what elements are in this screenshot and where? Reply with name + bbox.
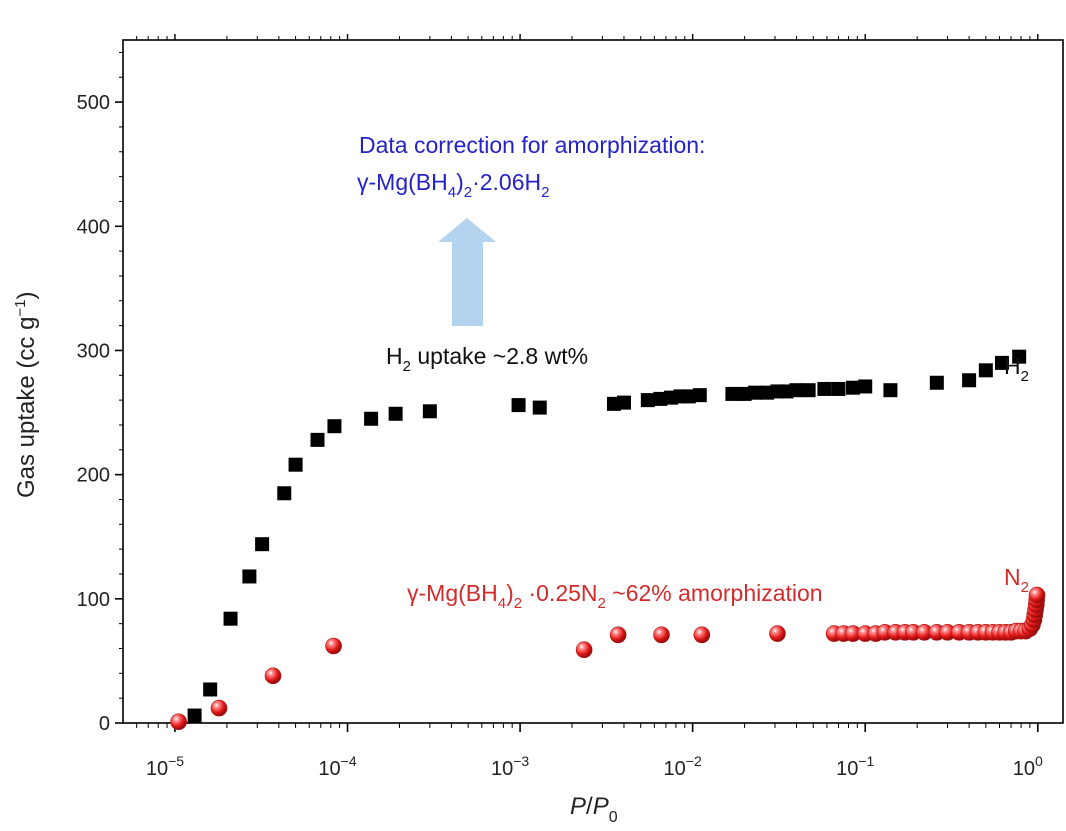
h2-data-point <box>748 385 763 400</box>
h2-data-point <box>1012 349 1027 364</box>
x-axis-title: P/P0 <box>570 793 618 826</box>
x-tick-label: 10−3 <box>491 753 529 780</box>
h2-data-point <box>532 400 547 415</box>
x-tick-label: 10−5 <box>146 753 184 780</box>
series-h2-points <box>187 349 1027 723</box>
x-tick-label: 100 <box>1013 753 1043 780</box>
h2-data-point <box>962 373 977 388</box>
n2-data-point <box>769 625 786 642</box>
h2-data-point <box>817 381 832 396</box>
h2-data-point <box>242 569 257 584</box>
x-tick-label: 10−1 <box>836 753 874 780</box>
y-tick-label: 100 <box>77 589 110 611</box>
series-label-n2: N2 <box>1004 564 1029 596</box>
h2-data-point <box>789 383 804 398</box>
h2-data-point <box>187 708 202 723</box>
h2-data-point <box>616 395 631 410</box>
y-axis-title: Gas uptake (cc g−1) <box>12 291 40 498</box>
y-tick-label: 300 <box>77 340 110 362</box>
y-tick-label: 500 <box>77 92 110 114</box>
n2-data-point <box>1028 586 1046 604</box>
x-axis-ticks <box>136 34 1039 732</box>
plot-frame <box>122 39 1064 724</box>
n2-data-point <box>653 626 670 644</box>
series-n2-points <box>170 586 1046 731</box>
h2-data-point <box>310 432 325 447</box>
h2-data-point <box>422 404 437 419</box>
series-label-h2: H2 <box>1004 353 1029 385</box>
h2-data-point <box>801 383 816 398</box>
h2-data-point <box>725 386 740 401</box>
n2-data-point <box>325 637 342 655</box>
h2-data-point <box>929 375 944 390</box>
n2-data-point <box>264 667 282 685</box>
y-axis-tick-labels: 0 100 200 300 400 500 <box>77 92 110 735</box>
n2-data-point <box>170 713 187 731</box>
h2-data-point <box>511 398 526 413</box>
h2-data-point <box>223 611 238 626</box>
n2-data-point <box>575 641 593 659</box>
h2-data-point <box>388 406 403 421</box>
y-tick-label: 200 <box>77 465 110 487</box>
x-tick-label: 10−4 <box>318 753 356 780</box>
h2-data-point <box>364 411 379 426</box>
h2-data-point <box>288 457 303 472</box>
n2-data-point <box>609 626 627 644</box>
h2-data-point <box>327 419 342 434</box>
correction-annotation-line1: Data correction for amorphization: <box>359 132 705 158</box>
h2-data-point <box>858 379 873 394</box>
y-tick-label: 400 <box>77 216 110 238</box>
h2-data-point <box>883 383 898 398</box>
h2-data-point <box>692 388 707 403</box>
h2-data-point <box>681 389 696 404</box>
h2-data-point <box>640 393 655 408</box>
h2-data-point <box>653 391 668 406</box>
y-tick-label: 0 <box>99 713 110 735</box>
n2-data-point <box>210 699 228 717</box>
h2-data-point <box>994 355 1009 370</box>
x-tick-label: 10−2 <box>664 753 702 780</box>
correction-arrow-icon <box>438 218 496 326</box>
y-axis-ticks <box>115 51 123 724</box>
x-axis-tick-labels: 10−5 10−4 10−3 10−2 10−1 100 <box>146 753 1043 780</box>
h2-data-point <box>978 363 993 378</box>
h2-data-point <box>255 537 270 552</box>
h2-data-point <box>277 486 292 501</box>
n2-data-point <box>693 626 711 644</box>
h2-uptake-annotation: H2 uptake ~2.8 wt% <box>386 343 588 375</box>
h2-data-point <box>846 380 861 395</box>
h2-data-point <box>831 381 846 396</box>
h2-data-point <box>203 682 218 697</box>
correction-annotation-line2: γ-Mg(BH4)2·2.06H2 <box>357 169 549 201</box>
n2-amorphization-annotation: γ-Mg(BH4)2 ·0.25N2 ~62% amorphization <box>407 580 823 612</box>
